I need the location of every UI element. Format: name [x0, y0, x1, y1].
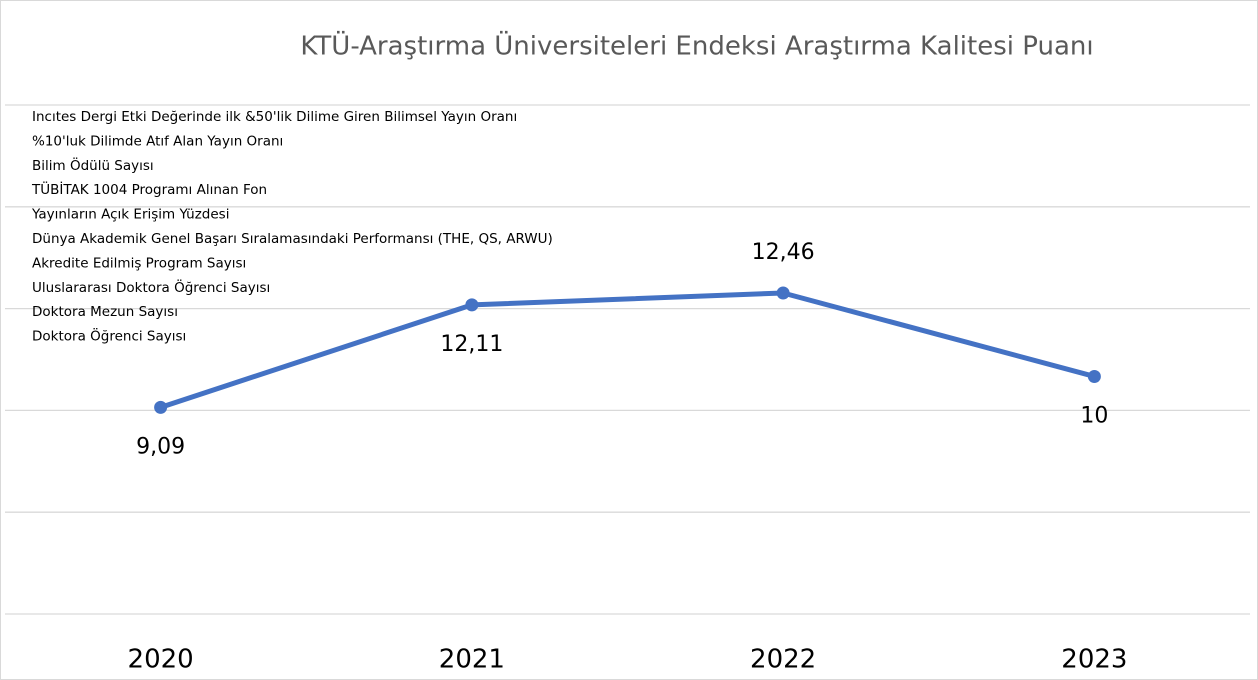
legend-entry: TÜBİTAK 1004 Programı Alınan Fon [31, 180, 267, 198]
data-point [776, 286, 790, 300]
legend-entry: Yayınların Açık Erişim Yüzdesi [31, 207, 229, 223]
data-label: 12,46 [752, 240, 815, 265]
chart-title: KTÜ-Araştırma Üniversiteleri Endeksi Ara… [300, 30, 1093, 62]
x-tick-label: 2022 [750, 645, 816, 675]
legend-entry: Akredite Edilmiş Program Sayısı [32, 255, 246, 271]
data-point [465, 298, 479, 312]
x-tick-label: 2023 [1061, 645, 1127, 675]
x-tick-label: 2021 [439, 645, 505, 675]
data-label: 10 [1080, 403, 1108, 428]
legend-entry: Doktora Mezun Sayısı [32, 304, 178, 320]
data-point [154, 400, 168, 414]
data-label: 12,11 [440, 332, 503, 357]
legend-entry: Dünya Akademik Genel Başarı Sıralamasınd… [32, 231, 553, 247]
legend-entry: %10'luk Dilimde Atıf Alan Yayın Oranı [32, 133, 283, 149]
legend-entry: Incıtes Dergi Etki Değerinde ilk &50'lik… [32, 109, 517, 125]
legend-entry: Doktora Öğrenci Sayısı [32, 327, 186, 345]
data-label: 9,09 [136, 434, 185, 459]
legend-entry: Bilim Ödülü Sayısı [32, 156, 154, 174]
legend-entry: Uluslararası Doktora Öğrenci Sayısı [32, 278, 270, 296]
data-point [1087, 369, 1101, 383]
x-tick-label: 2020 [128, 645, 194, 675]
line-series [159, 290, 1096, 410]
